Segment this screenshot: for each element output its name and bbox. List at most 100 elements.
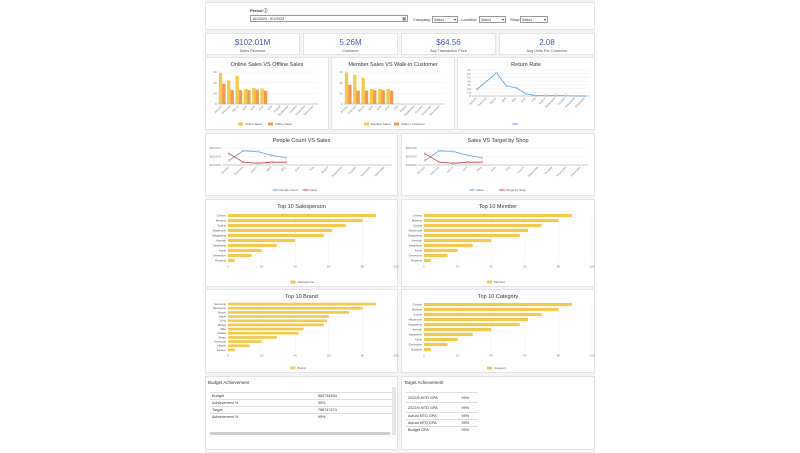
chart-top10-category: Top 10 Category 0 20 40 60 80 100 Celeste Maria…: [401, 289, 595, 373]
x-tick-label: March: [231, 104, 240, 113]
data-point: [505, 84, 508, 88]
data-point: [480, 161, 483, 164]
y-tick-label: Mackenzie: [409, 318, 423, 322]
chart-svg: 0 20 40 60 80 100 SamsungPanasonicBoschAppleSo…: [213, 302, 399, 370]
data-point: [466, 154, 469, 157]
legend-marker: [304, 188, 307, 192]
bar: [381, 90, 385, 104]
legend-label: Target by Shop: [506, 188, 527, 192]
y-tick-label: Adidas: [217, 331, 226, 335]
x-tick-label: July: [267, 104, 274, 111]
x-tick-label: February: [429, 165, 440, 176]
y-tick-label: Lenovo: [217, 348, 227, 352]
x-tick-label: November: [294, 104, 306, 116]
y-tick-label: 20: [213, 92, 217, 96]
legend-marker: [274, 188, 277, 192]
table-row: Actual MTD GPA 99%: [406, 412, 478, 420]
bar: [424, 322, 520, 327]
x-tick-label: May: [376, 104, 383, 111]
y-tick-label: Genevieve: [409, 343, 423, 347]
company-select[interactable]: Select: [432, 15, 458, 23]
bar: [247, 90, 251, 104]
legend-label: Offline Sales: [275, 122, 292, 126]
company-select-value: Select: [434, 17, 444, 22]
data-point: [284, 161, 287, 164]
bar: [228, 319, 328, 323]
period-date-range-input[interactable]: 6/1/2022 - 6/1/2023 ▦: [250, 15, 408, 22]
x-tick-label: April: [241, 104, 248, 111]
data-point: [423, 159, 427, 162]
budget-title: Budget Achievement: [208, 380, 250, 385]
y-tick-label: Mariana: [412, 308, 423, 312]
y-tick-label: 40: [339, 81, 343, 85]
y-tick-label: Sophia: [413, 224, 422, 228]
chart-top10-brand: Top 10 Brand 0 20 40 60 80 100 Samsung Panasoni…: [205, 289, 399, 373]
bar: [227, 80, 231, 104]
data-point: [256, 150, 259, 153]
x-tick-label: September: [331, 165, 344, 178]
y-tick-label: $10,000: [210, 163, 221, 167]
x-tick-label: January: [220, 165, 230, 175]
data-point: [495, 71, 498, 75]
bar: [424, 342, 448, 347]
table-cell: Achievement %: [210, 399, 316, 407]
legend-label: Brand: [298, 366, 306, 370]
kpi-label: Avg Transaction Price: [430, 49, 467, 53]
x-tick-label: January: [339, 104, 349, 114]
y-tick-label: Celeste: [413, 214, 423, 218]
x-tick-label: July: [504, 165, 511, 172]
bar: [228, 302, 376, 306]
data-point: [574, 94, 577, 98]
data-point: [583, 94, 587, 98]
legend-swatch: [364, 122, 369, 126]
shop-select[interactable]: Select: [520, 15, 548, 23]
budget-achievement-panel: Budget Achievement Budget 584734534 Achie…: [205, 376, 398, 450]
x-tick-label: 100: [393, 354, 398, 358]
table-cell: 99%: [459, 402, 478, 413]
y-tick-label: Mackenzie: [213, 229, 227, 233]
calendar-icon[interactable]: ▦: [402, 16, 406, 21]
bar: [424, 307, 559, 312]
x-tick-label: March: [357, 104, 366, 113]
bar: [424, 233, 520, 238]
x-tick-label: January: [213, 104, 223, 114]
kpi-card-avg-transaction-price: $64.56 Avg Transaction Price: [401, 33, 496, 55]
x-tick-label: March: [250, 165, 259, 174]
y-tick-label: 10: [467, 90, 471, 94]
x-tick-label: February: [220, 104, 231, 115]
legend-label: Walk-in Customer: [401, 122, 425, 126]
y-tick-label: Magdalena: [212, 234, 226, 238]
horizontal-scrollbar[interactable]: [210, 432, 390, 435]
bar: [228, 327, 304, 331]
kpi-value: 2.08: [539, 38, 555, 47]
bar: [260, 88, 264, 104]
chart-title: Top 10 Brand: [285, 294, 318, 300]
bar: [424, 238, 492, 243]
table-cell: 2022/5 MTD GPA: [406, 392, 460, 403]
location-select[interactable]: Select: [479, 15, 506, 23]
table-row: Budget 584734534: [210, 392, 396, 400]
bar: [228, 233, 324, 238]
table-cell: 584734534: [315, 392, 396, 400]
legend-swatch: [487, 366, 492, 370]
table-row: Budget GPA 99%: [406, 426, 478, 433]
x-tick-label: October: [288, 104, 298, 114]
y-tick-label: 20: [339, 92, 343, 96]
legend-label: Salesperson: [298, 280, 315, 284]
x-tick-label: December: [374, 165, 386, 177]
chart-title: Member Sales VS Walk-in Customer: [348, 62, 438, 68]
bar: [424, 312, 542, 317]
x-tick-label: 20: [260, 354, 264, 358]
bar: [424, 317, 529, 322]
bar: [353, 74, 357, 104]
x-tick-label: September: [527, 165, 540, 178]
x-tick-label: June: [489, 165, 496, 172]
chart-top10-salesperson: Top 10 Salesperson 0 20 40 60 80 100 Celeste Ma…: [205, 199, 399, 287]
vertical-scrollbar[interactable]: [392, 387, 396, 435]
kpi-value: $102.01M: [234, 38, 271, 47]
y-tick-label: Adele: [415, 249, 423, 253]
x-tick-label: 60: [523, 354, 527, 358]
shop-label: Shop:: [510, 17, 521, 22]
